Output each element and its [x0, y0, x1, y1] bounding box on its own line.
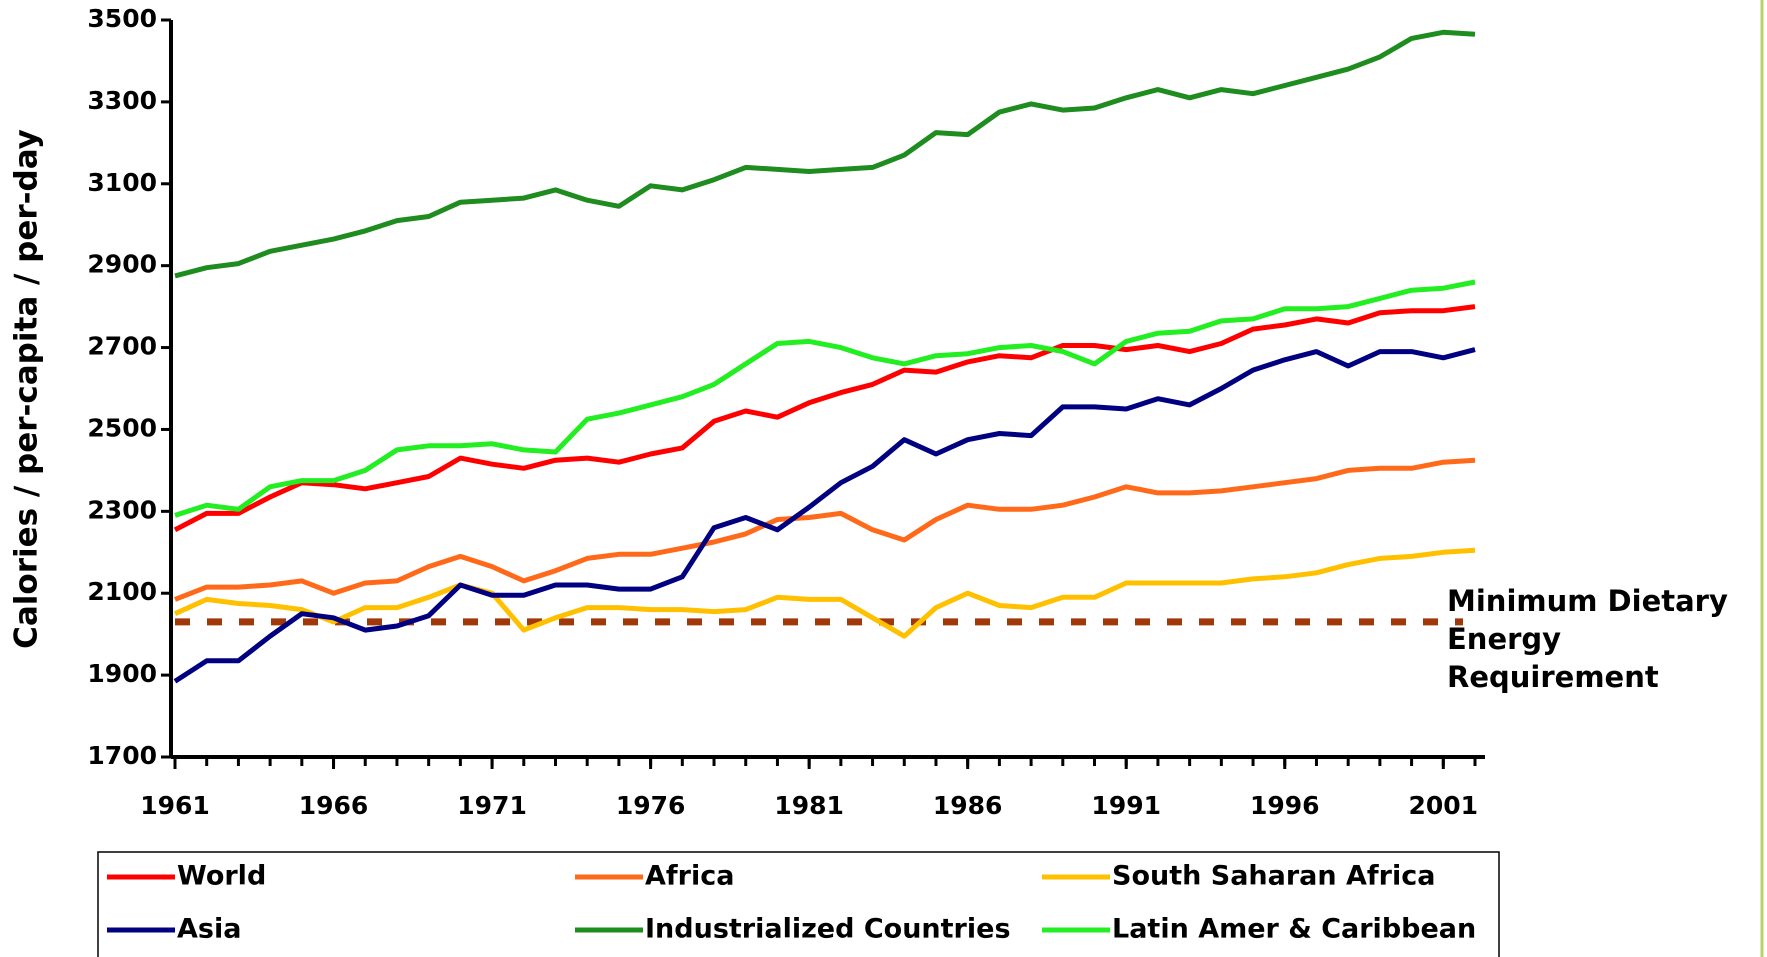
x-tick-label: 1976: [616, 791, 686, 820]
y-tick-label: 2300: [87, 495, 157, 524]
legend-label: Industrialized Countries: [645, 914, 1011, 945]
x-tick-label: 1961: [140, 791, 210, 820]
threshold-label: Requirement: [1447, 660, 1659, 694]
legend-label: Asia: [177, 914, 241, 945]
y-tick-label: 3500: [87, 4, 157, 33]
y-tick-label: 1700: [87, 741, 157, 770]
y-tick-label: 2100: [87, 577, 157, 606]
series-line: [174, 279, 1476, 518]
y-tick-label: 1900: [87, 659, 157, 688]
x-tick-label: 1971: [457, 791, 527, 820]
legend-label: Africa: [645, 861, 734, 892]
y-tick-label: 3300: [87, 86, 157, 115]
y-tick-label: 2700: [87, 332, 157, 361]
series-line: [174, 457, 1476, 602]
y-tick-label: 3100: [87, 168, 157, 197]
x-tick-label: 1966: [299, 791, 369, 820]
threshold-label: Minimum Dietary: [1447, 584, 1728, 618]
y-tick-label: 2500: [87, 413, 157, 442]
x-tick-label: 1991: [1091, 791, 1161, 820]
legend-label: Latin Amer & Caribbean: [1112, 914, 1476, 945]
legend-box: [97, 851, 1500, 957]
x-tick-label: 1996: [1250, 791, 1320, 820]
y-axis-label: Calories / per-capita / per-day: [9, 129, 45, 649]
x-tick-label: 2001: [1408, 791, 1478, 820]
series-line: [174, 29, 1476, 279]
series-line: [173, 304, 1476, 533]
threshold-label: Energy: [1447, 622, 1561, 656]
series-line: [173, 547, 1476, 639]
x-tick-label: 1981: [774, 791, 844, 820]
legend-label: World: [177, 861, 266, 892]
y-tick-label: 2900: [87, 250, 157, 279]
x-tick-label: 1986: [933, 791, 1003, 820]
legend-label: South Saharan Africa: [1112, 861, 1435, 892]
series-line: [173, 347, 1476, 684]
